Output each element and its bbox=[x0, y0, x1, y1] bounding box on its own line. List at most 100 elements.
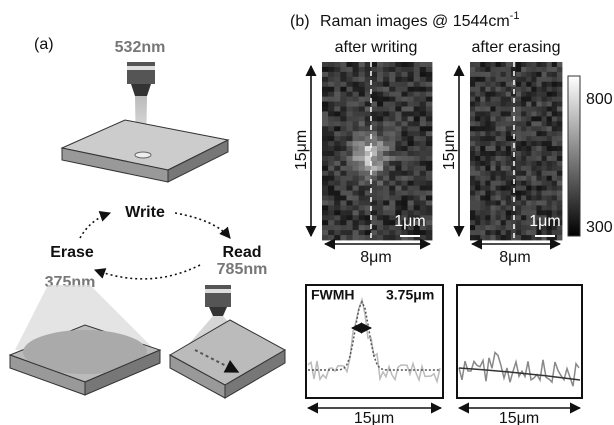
pixel bbox=[383, 131, 390, 136]
pixel bbox=[526, 166, 532, 171]
pixel bbox=[334, 87, 341, 92]
pixel bbox=[334, 161, 341, 166]
pixel bbox=[377, 166, 384, 171]
pixel bbox=[353, 107, 360, 112]
pixel bbox=[334, 176, 341, 181]
pixel bbox=[420, 156, 427, 161]
pixel bbox=[475, 191, 481, 196]
pixel bbox=[542, 171, 548, 176]
pixel bbox=[557, 126, 563, 131]
pixel bbox=[408, 151, 415, 156]
pixel bbox=[475, 205, 481, 210]
pixel bbox=[552, 107, 558, 112]
pixel bbox=[414, 67, 421, 72]
pixel bbox=[389, 141, 396, 146]
pixel bbox=[470, 191, 476, 196]
pixel bbox=[557, 72, 563, 77]
pixel bbox=[547, 141, 553, 146]
pixel bbox=[470, 97, 476, 102]
pixel bbox=[506, 230, 512, 235]
pixel bbox=[426, 176, 433, 181]
pixel bbox=[531, 191, 537, 196]
pixel bbox=[383, 136, 390, 141]
pixel bbox=[516, 191, 522, 196]
pixel bbox=[480, 87, 486, 92]
pixel bbox=[346, 151, 353, 156]
pixel bbox=[521, 62, 527, 67]
pixel bbox=[480, 62, 486, 67]
pixel bbox=[547, 181, 553, 186]
pixel bbox=[496, 215, 502, 220]
pixel bbox=[414, 146, 421, 151]
pixel bbox=[426, 131, 433, 136]
pixel bbox=[516, 225, 522, 230]
pixel bbox=[389, 97, 396, 102]
pixel bbox=[526, 107, 532, 112]
pixel bbox=[389, 67, 396, 72]
pixel bbox=[521, 111, 527, 116]
pixel bbox=[490, 126, 496, 131]
pixel bbox=[496, 121, 502, 126]
pixel bbox=[420, 131, 427, 136]
fwhm-label: FWMH bbox=[311, 287, 355, 303]
pixel bbox=[408, 181, 415, 186]
pixel bbox=[334, 215, 341, 220]
pixel bbox=[414, 205, 421, 210]
pixel bbox=[536, 107, 542, 112]
pixel bbox=[475, 215, 481, 220]
pixel bbox=[496, 210, 502, 215]
pixel bbox=[475, 62, 481, 67]
pixel bbox=[557, 97, 563, 102]
pixel bbox=[536, 136, 542, 141]
pixel bbox=[359, 186, 366, 191]
pixel bbox=[470, 171, 476, 176]
pixel bbox=[420, 107, 427, 112]
pixel bbox=[340, 156, 347, 161]
pixel bbox=[475, 156, 481, 161]
pixel bbox=[334, 111, 341, 116]
pixel bbox=[346, 171, 353, 176]
pixel bbox=[516, 111, 522, 116]
pixel bbox=[496, 107, 502, 112]
pixel bbox=[322, 166, 329, 171]
pixel bbox=[322, 92, 329, 97]
pixel bbox=[547, 111, 553, 116]
pixel bbox=[516, 102, 522, 107]
pixel bbox=[395, 205, 402, 210]
pixel bbox=[485, 67, 491, 72]
width-label: 8μm bbox=[499, 249, 530, 266]
pixel bbox=[501, 186, 507, 191]
pixel bbox=[506, 215, 512, 220]
pixel bbox=[557, 107, 563, 112]
pixel bbox=[371, 200, 378, 205]
pixel bbox=[552, 92, 558, 97]
pixel bbox=[340, 87, 347, 92]
pixel bbox=[526, 131, 532, 136]
pixel bbox=[521, 121, 527, 126]
pixel bbox=[516, 82, 522, 87]
pixel bbox=[426, 102, 433, 107]
pixel bbox=[516, 116, 522, 121]
pixel bbox=[426, 87, 433, 92]
pixel bbox=[408, 62, 415, 67]
pixel bbox=[547, 82, 553, 87]
pixel bbox=[531, 82, 537, 87]
pixel bbox=[516, 121, 522, 126]
pixel bbox=[408, 72, 415, 77]
pixel bbox=[359, 220, 366, 225]
pixel bbox=[521, 131, 527, 136]
pixel bbox=[334, 146, 341, 151]
pixel bbox=[506, 136, 512, 141]
pixel bbox=[490, 166, 496, 171]
pixel bbox=[516, 126, 522, 131]
pixel bbox=[536, 205, 542, 210]
pixel bbox=[346, 205, 353, 210]
pixel bbox=[526, 235, 532, 240]
pixel bbox=[359, 107, 366, 112]
figure: (a) 532nm Write Erase Read 375nm 785nm (… bbox=[0, 0, 614, 425]
pixel bbox=[475, 131, 481, 136]
pixel bbox=[480, 210, 486, 215]
pixel bbox=[480, 196, 486, 201]
pixel bbox=[322, 146, 329, 151]
pixel bbox=[526, 181, 532, 186]
